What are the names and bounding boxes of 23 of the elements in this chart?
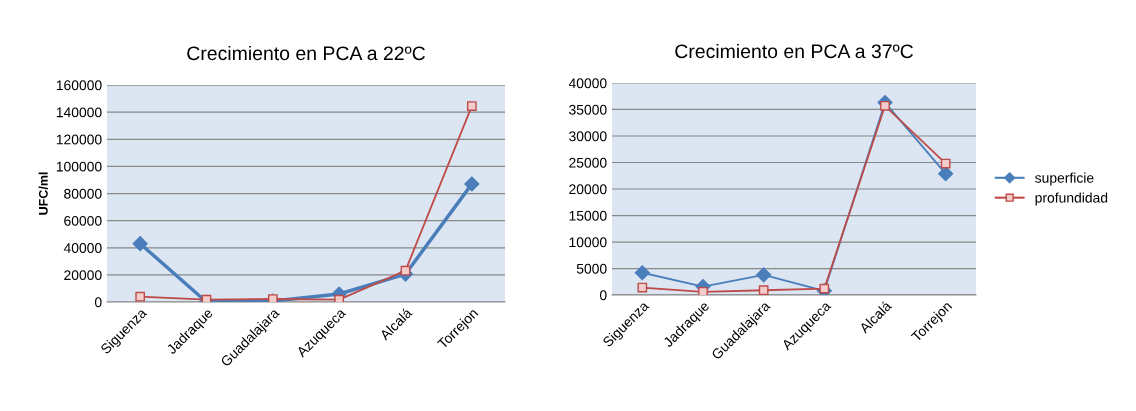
y-tick-label: 5000 — [576, 263, 607, 274]
y-tick-label: 0 — [599, 290, 607, 301]
y-tick-label: 15000 — [569, 210, 607, 221]
y-tick-label: 25000 — [569, 157, 607, 168]
y-tick-label: 0 — [94, 297, 102, 308]
y-tick-label: 20000 — [569, 184, 607, 195]
y-axis-title: UFC/ml — [38, 172, 48, 215]
y-tick-label: 160000 — [56, 80, 102, 91]
y-tick-label: 60000 — [64, 215, 102, 226]
legend-label: superficie — [1035, 172, 1094, 186]
y-tick-label: 10000 — [569, 237, 607, 248]
y-tick-label: 40000 — [568, 78, 607, 89]
y-tick-label: 30000 — [569, 131, 607, 142]
y-tick-label: 80000 — [64, 188, 102, 199]
y-tick-label: 100000 — [56, 161, 102, 172]
chart-title: Crecimiento en PCA a 22ºC — [187, 45, 425, 61]
y-tick-label: 120000 — [56, 134, 102, 145]
y-tick-label: 35000 — [569, 104, 607, 115]
y-tick-label: 40000 — [63, 243, 102, 253]
legend-label: profundidad — [1035, 192, 1108, 206]
chart-title: Crecimiento en PCA a 37ºC — [675, 43, 913, 59]
y-tick-label: 140000 — [56, 107, 102, 118]
y-tick-label: 20000 — [64, 270, 102, 281]
